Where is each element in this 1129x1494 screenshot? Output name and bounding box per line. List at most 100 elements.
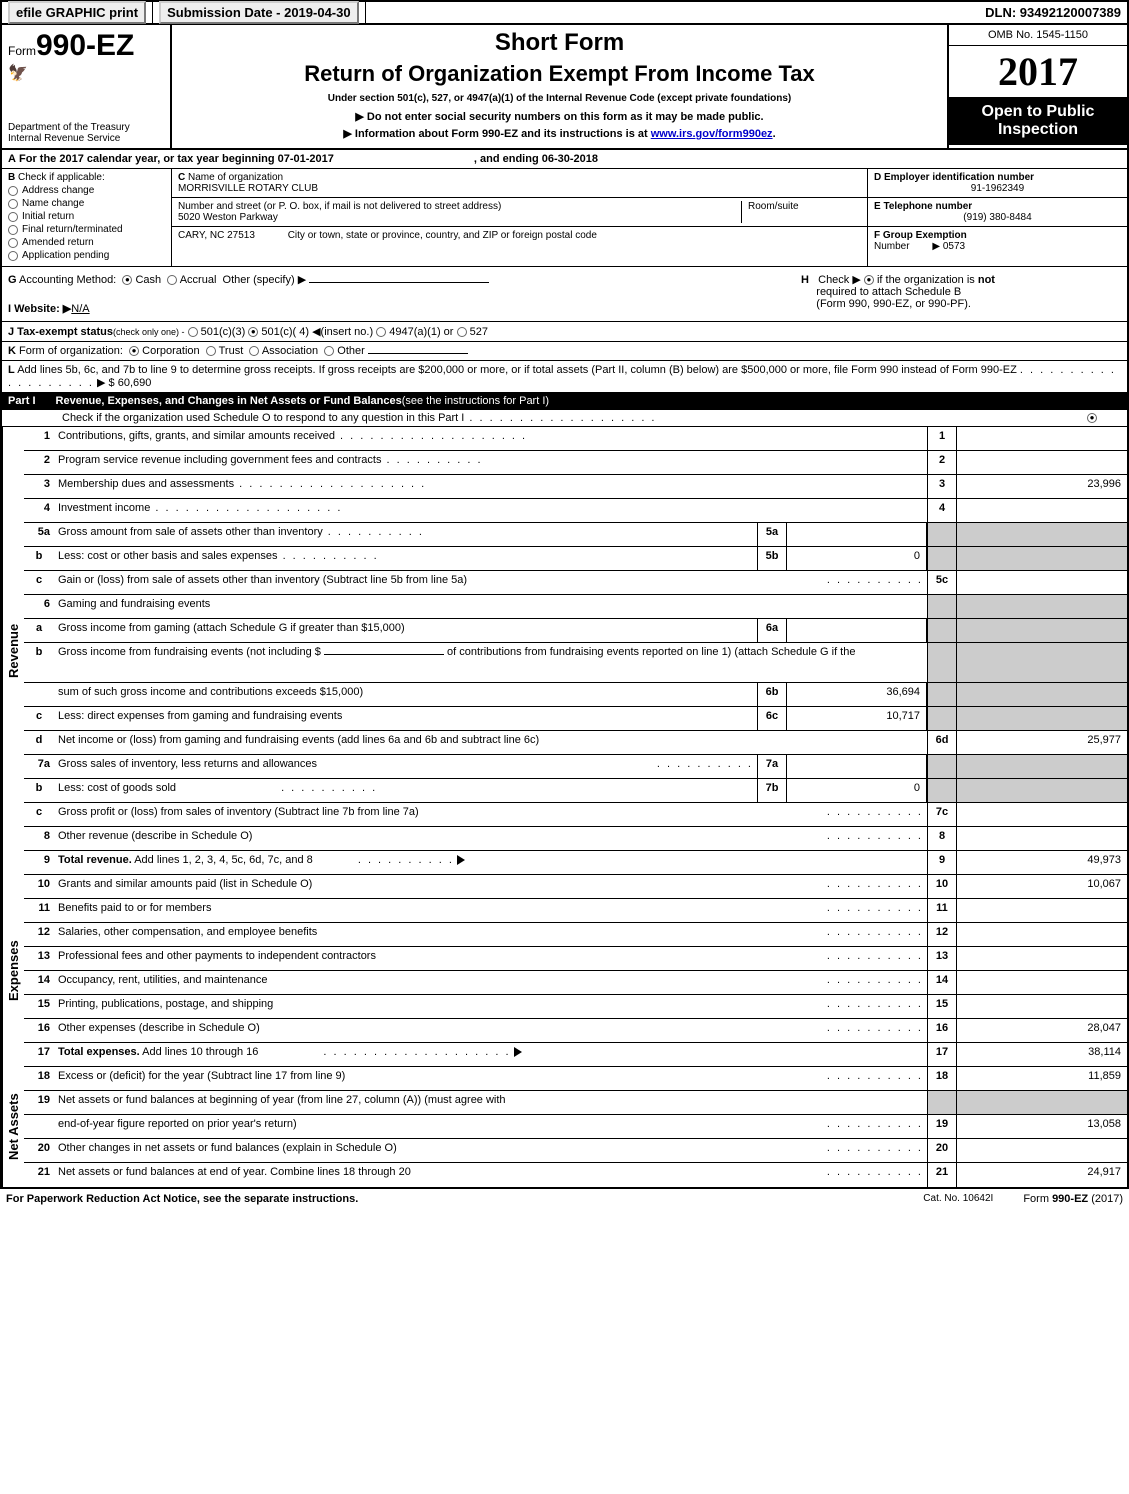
- assoc-checkbox[interactable]: [249, 346, 259, 356]
- main-title: Return of Organization Exempt From Incom…: [180, 61, 939, 87]
- line-5a: 5a Gross amount from sale of assets othe…: [24, 523, 1127, 547]
- name-change-checkbox[interactable]: [8, 199, 18, 209]
- line-3-value: 23,996: [957, 475, 1127, 498]
- line-19-value: 13,058: [957, 1115, 1127, 1138]
- expenses-section: Expenses 10 Grants and similar amounts p…: [2, 875, 1127, 1067]
- section-gh: G Accounting Method: Cash Accrual Other …: [2, 267, 1127, 322]
- initial-return-checkbox[interactable]: [8, 212, 18, 222]
- part1-check-line: Check if the organization used Schedule …: [2, 410, 1127, 427]
- footer: For Paperwork Reduction Act Notice, see …: [0, 1189, 1129, 1209]
- app-pending-checkbox[interactable]: [8, 251, 18, 261]
- paperwork-notice: For Paperwork Reduction Act Notice, see …: [6, 1193, 923, 1205]
- header-middle: Short Form Return of Organization Exempt…: [172, 25, 947, 148]
- line-18: 18 Excess or (deficit) for the year (Sub…: [24, 1067, 1127, 1091]
- line-7b-value: 0: [787, 779, 927, 802]
- efile-print-button[interactable]: efile GRAPHIC print: [8, 1, 146, 24]
- line-5b: b Less: cost or other basis and sales ex…: [24, 547, 1127, 571]
- line-6d-value: 25,977: [957, 731, 1127, 754]
- expenses-side-label: Expenses: [2, 875, 24, 1067]
- line-6c: c Less: direct expenses from gaming and …: [24, 707, 1127, 731]
- line-17-value: 38,114: [957, 1043, 1127, 1066]
- form-version: Form 990-EZ (2017): [1023, 1193, 1123, 1205]
- accrual-checkbox[interactable]: [167, 275, 177, 285]
- irs-link[interactable]: www.irs.gov/form990ez: [651, 128, 773, 140]
- final-return-checkbox[interactable]: [8, 225, 18, 235]
- form-header: Form990-EZ 🦅 Department of the Treasury …: [2, 25, 1127, 150]
- line-21-value: 24,917: [957, 1163, 1127, 1187]
- ein-value: 91-1962349: [874, 183, 1121, 194]
- arrow-icon: [457, 855, 465, 865]
- line-18-value: 11,859: [957, 1067, 1127, 1090]
- line-11: 11 Benefits paid to or for members 11: [24, 899, 1127, 923]
- trust-checkbox[interactable]: [206, 346, 216, 356]
- line-7b: b Less: cost of goods sold 7b 0: [24, 779, 1127, 803]
- line-9: 9 Total revenue. Add lines 1, 2, 3, 4, 5…: [24, 851, 1127, 875]
- amended-return-checkbox[interactable]: [8, 238, 18, 248]
- subtitle: Under section 501(c), 527, or 4947(a)(1)…: [180, 93, 939, 104]
- 4947-checkbox[interactable]: [376, 327, 386, 337]
- org-name: MORRISVILLE ROTARY CLUB: [178, 183, 318, 194]
- schedule-b-checkbox[interactable]: [864, 275, 874, 285]
- top-bar: efile GRAPHIC print Submission Date - 20…: [2, 2, 1127, 25]
- phone-value: (919) 380-8484: [874, 212, 1121, 223]
- line-7a: 7a Gross sales of inventory, less return…: [24, 755, 1127, 779]
- omb-number: OMB No. 1545-1150: [949, 25, 1127, 46]
- line-19a: 19 Net assets or fund balances at beginn…: [24, 1091, 1127, 1115]
- line-7c: c Gross profit or (loss) from sales of i…: [24, 803, 1127, 827]
- 527-checkbox[interactable]: [457, 327, 467, 337]
- col-b-checkboxes: B Check if applicable: Address change Na…: [2, 169, 172, 266]
- section-l: L Add lines 5b, 6c, and 7b to line 9 to …: [2, 361, 1127, 393]
- revenue-side-label: Revenue: [2, 427, 24, 875]
- cat-number: Cat. No. 10642I: [923, 1193, 993, 1205]
- section-k: K Form of organization: Corporation Trus…: [2, 342, 1127, 361]
- line-3: 3 Membership dues and assessments 3 23,9…: [24, 475, 1127, 499]
- line-17: 17 Total expenses. Add lines 10 through …: [24, 1043, 1127, 1067]
- net-assets-section: Net Assets 18 Excess or (deficit) for th…: [2, 1067, 1127, 1187]
- cash-checkbox[interactable]: [122, 275, 132, 285]
- part1-header: Part I Revenue, Expenses, and Changes in…: [2, 393, 1127, 410]
- 501c-checkbox[interactable]: [248, 327, 258, 337]
- line-6b: b Gross income from fundraising events (…: [24, 643, 1127, 683]
- line-5c: c Gain or (loss) from sale of assets oth…: [24, 571, 1127, 595]
- dln-label: DLN: 93492120007389: [979, 2, 1127, 23]
- line-6a: a Gross income from gaming (attach Sched…: [24, 619, 1127, 643]
- line-8: 8 Other revenue (describe in Schedule O)…: [24, 827, 1127, 851]
- group-exemption: ▶ 0573: [932, 241, 965, 252]
- line-6b-value: 36,694: [787, 683, 927, 706]
- info-line: ▶ Information about Form 990-EZ and its …: [180, 127, 939, 140]
- gross-receipts: ▶ $ 60,690: [97, 377, 151, 389]
- line-10: 10 Grants and similar amounts paid (list…: [24, 875, 1127, 899]
- schedule-o-checkbox[interactable]: [1087, 413, 1097, 423]
- section-a: A For the 2017 calendar year, or tax yea…: [2, 150, 1127, 169]
- open-to-public: Open to Public Inspection: [949, 97, 1127, 145]
- header-right: OMB No. 1545-1150 2017 Open to Public In…: [947, 25, 1127, 148]
- irs-eagle-icon: 🦅: [8, 63, 164, 83]
- line-10-value: 10,067: [957, 875, 1127, 898]
- other-org-checkbox[interactable]: [324, 346, 334, 356]
- corp-checkbox[interactable]: [129, 346, 139, 356]
- line-14: 14 Occupancy, rent, utilities, and maint…: [24, 971, 1127, 995]
- line-6b2: sum of such gross income and contributio…: [24, 683, 1127, 707]
- addr-change-checkbox[interactable]: [8, 186, 18, 196]
- line-6: 6 Gaming and fundraising events: [24, 595, 1127, 619]
- line-16: 16 Other expenses (describe in Schedule …: [24, 1019, 1127, 1043]
- revenue-section: Revenue 1 Contributions, gifts, grants, …: [2, 427, 1127, 875]
- line-2: 2 Program service revenue including gove…: [24, 451, 1127, 475]
- line-19b: end-of-year figure reported on prior yea…: [24, 1115, 1127, 1139]
- website-value: N/A: [71, 303, 89, 315]
- 501c3-checkbox[interactable]: [188, 327, 198, 337]
- warning-ssn: ▶ Do not enter social security numbers o…: [180, 110, 939, 123]
- section-b: B Check if applicable: Address change Na…: [2, 169, 1127, 267]
- line-20: 20 Other changes in net assets or fund b…: [24, 1139, 1127, 1163]
- line-21: 21 Net assets or fund balances at end of…: [24, 1163, 1127, 1187]
- line-12: 12 Salaries, other compensation, and emp…: [24, 923, 1127, 947]
- line-1: 1 Contributions, gifts, grants, and simi…: [24, 427, 1127, 451]
- line-5b-value: 0: [787, 547, 927, 570]
- city-state-zip: CARY, NC 27513: [178, 230, 255, 241]
- form-word: Form: [8, 44, 36, 58]
- line-9-value: 49,973: [957, 851, 1127, 874]
- dept-treasury: Department of the Treasury Internal Reve…: [8, 122, 164, 144]
- line-6c-value: 10,717: [787, 707, 927, 730]
- submission-date-button[interactable]: Submission Date - 2019-04-30: [159, 1, 359, 24]
- street-address: 5020 Weston Parkway: [178, 212, 278, 223]
